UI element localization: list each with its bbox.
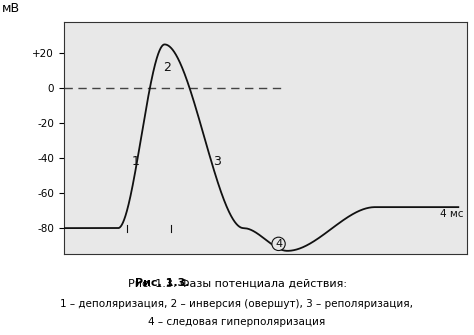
Text: 4 – следовая гиперполяризация: 4 – следовая гиперполяризация bbox=[148, 317, 326, 327]
Text: Рис. 1.3.: Рис. 1.3. bbox=[135, 278, 190, 288]
Y-axis label: мВ: мВ bbox=[2, 2, 20, 15]
Text: 3: 3 bbox=[213, 155, 221, 168]
Text: 1 – деполяризация, 2 – инверсия (овершут), 3 – реполяризация,: 1 – деполяризация, 2 – инверсия (овершут… bbox=[61, 298, 413, 309]
Text: 2: 2 bbox=[163, 61, 171, 74]
Text: 4 мс: 4 мс bbox=[439, 209, 463, 219]
Text: 1: 1 bbox=[132, 155, 139, 168]
Text: 4: 4 bbox=[275, 239, 282, 249]
Text: Рис. 1.3. Фазы потенциала действия:: Рис. 1.3. Фазы потенциала действия: bbox=[128, 278, 346, 288]
